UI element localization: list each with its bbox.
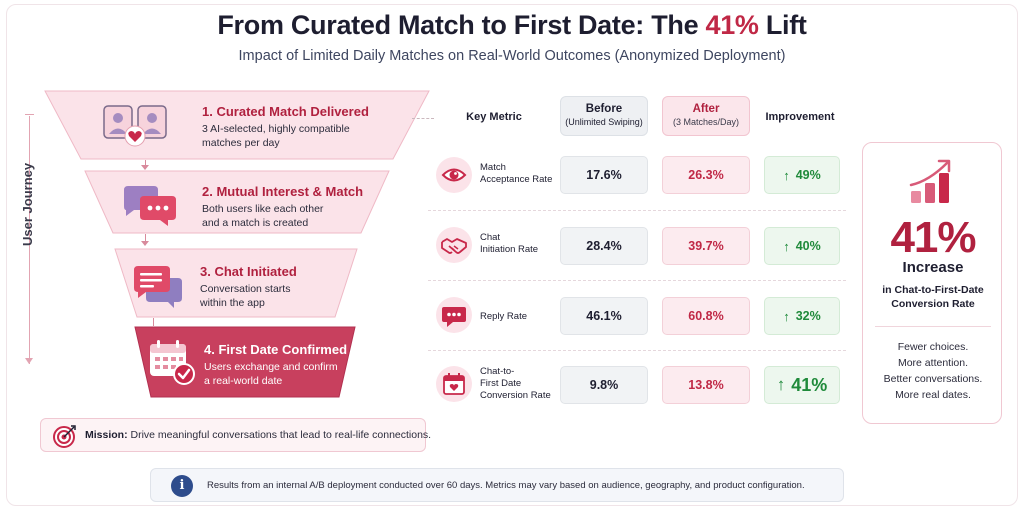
row-1-before: 17.6% — [560, 156, 648, 194]
row-divider — [428, 210, 846, 211]
funnel-stage-1: 1. Curated Match Delivered 3 AI-selected… — [44, 90, 430, 160]
calendar-check-icon — [148, 338, 196, 386]
calendar-heart-icon — [436, 366, 472, 402]
journey-line — [29, 116, 30, 364]
title-accent: 41% — [705, 10, 759, 40]
row-3-before: 46.1% — [560, 297, 648, 335]
stage-4-title: 4. First Date Confirmed — [204, 342, 348, 357]
profile-match-icon — [102, 104, 168, 147]
journey-arrow — [25, 358, 33, 364]
connector-3 — [153, 318, 154, 326]
row-3-label: Reply Rate — [480, 311, 527, 322]
row-divider — [428, 280, 846, 281]
header-leader-line — [412, 118, 434, 119]
header-before: Before (Unlimited Swiping) — [560, 96, 648, 136]
row-3-improvement: ↑ 32% — [764, 297, 840, 335]
funnel-stage-4: 4. First Date Confirmed Users exchange a… — [134, 326, 356, 398]
stage-2-desc: Both users like each other and a match is… — [202, 203, 324, 229]
stage-1-desc: 3 AI-selected, highly compatible matches … — [202, 123, 350, 149]
page-title: From Curated Match to First Date: The 41… — [217, 10, 807, 40]
header-improvement: Improvement — [765, 111, 835, 123]
target-icon — [53, 424, 77, 448]
summary-label: Increase — [902, 259, 964, 276]
journey-label: User Journey — [20, 162, 35, 246]
row-2-improvement: ↑ 40% — [764, 227, 840, 265]
summary-card: 41% Increase in Chat-to-First-Date Conver… — [862, 142, 1002, 424]
eye-icon — [436, 157, 472, 193]
row-1-label: Match Acceptance Rate — [480, 162, 553, 185]
stage-3-desc: Conversation starts within the app — [200, 283, 291, 309]
stage-1-title: 1. Curated Match Delivered — [202, 104, 369, 119]
header-key-metric: Key Metric — [466, 111, 522, 123]
page-subtitle: Impact of Limited Daily Matches on Real-… — [238, 48, 786, 64]
growth-chart-icon — [907, 157, 959, 205]
info-icon: i — [171, 475, 193, 497]
summary-value: 41% — [890, 213, 976, 262]
footer-text: Results from an internal A/B deployment … — [207, 480, 805, 491]
summary-sub: in Chat-to-First-Date Conversion Rate — [882, 284, 984, 310]
stage-4-desc: Users exchange and confirm a real-world d… — [204, 361, 338, 387]
row-3-after: 60.8% — [662, 297, 750, 335]
row-4-after: 13.8% — [662, 366, 750, 404]
handshake-icon — [436, 227, 472, 263]
connector-1-head — [141, 165, 149, 170]
row-4-before: 9.8% — [560, 366, 648, 404]
row-4-improvement: ↑ 41% — [764, 366, 840, 404]
row-divider — [428, 350, 846, 351]
mission-text: Mission: Drive meaningful conversations … — [85, 429, 432, 441]
row-2-label: Chat Initiation Rate — [480, 232, 539, 255]
mission-banner: Mission: Drive meaningful conversations … — [40, 418, 431, 452]
row-2-after: 39.7% — [662, 227, 750, 265]
row-4-label: Chat-to- First Date Conversion Rate — [480, 366, 551, 401]
up-arrow-icon: ↑ — [783, 167, 790, 183]
stage-2-title: 2. Mutual Interest & Match — [202, 184, 364, 199]
up-arrow-icon: ↑ — [776, 375, 786, 394]
message-icon — [132, 262, 184, 308]
up-arrow-icon: ↑ — [783, 308, 790, 324]
row-1-improvement: ↑ 49% — [764, 156, 840, 194]
summary-divider — [875, 326, 991, 327]
row-1-after: 26.3% — [662, 156, 750, 194]
connector-2 — [145, 234, 146, 242]
footer-note: i Results from an internal A/B deploymen… — [150, 468, 844, 502]
funnel-stage-3: 3. Chat Initiated Conversation starts wit… — [114, 248, 358, 318]
header-after: After (3 Matches/Day) — [662, 96, 750, 136]
reply-bubble-icon — [436, 297, 472, 333]
summary-tagline: Fewer choices. More attention. Better co… — [883, 341, 983, 401]
row-2-before: 28.4% — [560, 227, 648, 265]
connector-1 — [145, 160, 146, 166]
funnel-stage-2: 2. Mutual Interest & Match Both users li… — [84, 170, 390, 234]
chat-bubbles-icon — [120, 182, 178, 226]
up-arrow-icon: ↑ — [783, 238, 790, 254]
journey-tick — [25, 114, 34, 115]
connector-2-head — [141, 241, 149, 246]
stage-3-title: 3. Chat Initiated — [200, 264, 297, 279]
